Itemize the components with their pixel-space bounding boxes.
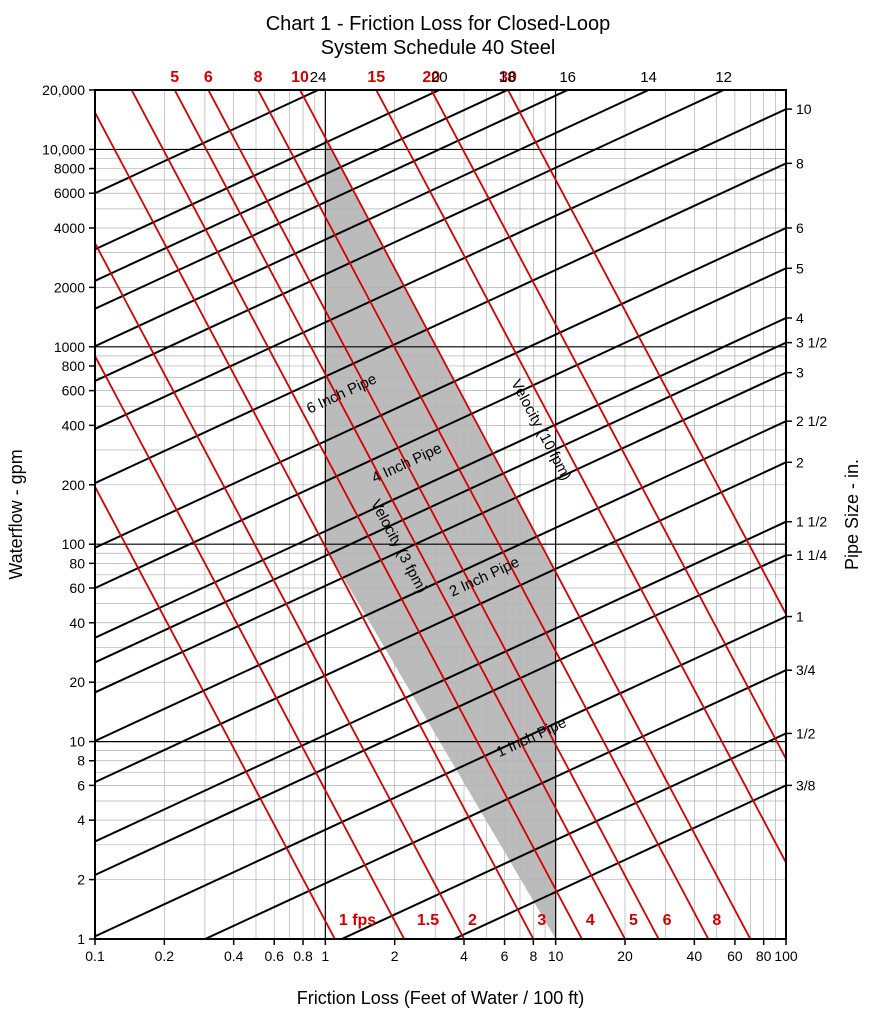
pipe-size-tick-label: 5 [796, 260, 804, 276]
x-tick-label: 8 [529, 948, 537, 964]
velocity-bottom-label: 5 [629, 912, 638, 929]
x-tick-label: 0.2 [155, 948, 175, 964]
x-tick-label: 40 [687, 948, 703, 964]
x-tick-label: 0.6 [264, 948, 284, 964]
y-tick-label: 6 [77, 777, 85, 793]
y-tick-label: 4 [77, 812, 85, 828]
y-tick-label: 2000 [54, 279, 85, 295]
y-tick-label: 2 [77, 872, 85, 888]
velocity-top-label: 10 [291, 69, 309, 86]
pipe-size-tick-label: 1 [796, 609, 804, 625]
velocity-bottom-label: 1 fps [339, 912, 376, 929]
velocity-bottom-label: 6 [663, 912, 672, 929]
pipe-size-tick-label: 4 [796, 310, 804, 326]
velocity-bottom-label: 1.5 [417, 912, 439, 929]
y-tick-label: 600 [62, 383, 86, 399]
pipe-top-label: 14 [640, 69, 657, 86]
x-tick-label: 0.4 [224, 948, 244, 964]
pipe-size-tick-label: 6 [796, 220, 804, 236]
y-tick-label: 100 [62, 536, 86, 552]
pipe-size-tick-label: 1 1/2 [796, 514, 827, 530]
velocity-bottom-label: 2 [468, 912, 477, 929]
x-tick-label: 2 [391, 948, 399, 964]
pipe-top-label: 16 [559, 69, 576, 86]
x-tick-label: 100 [774, 948, 798, 964]
pipe-size-tick-label: 3/8 [796, 777, 816, 793]
y2-axis-label: Pipe Size - in. [842, 459, 862, 570]
x-tick-label: 80 [756, 948, 772, 964]
pipe-size-tick-label: 2 [796, 454, 804, 470]
y-tick-label: 60 [69, 580, 85, 596]
pipe-top-label: 18 [499, 69, 516, 86]
pipe-size-tick-label: 1 1/4 [796, 547, 827, 563]
y-tick-label: 40 [69, 615, 85, 631]
pipe-top-label: 12 [715, 69, 732, 86]
pipe-size-tick-label: 2 1/2 [796, 413, 827, 429]
y-tick-label: 10,000 [42, 141, 85, 157]
y-tick-label: 200 [62, 477, 86, 493]
x-tick-label: 1 [321, 948, 329, 964]
y-tick-label: 8000 [54, 161, 85, 177]
velocity-top-label: 15 [367, 69, 385, 86]
pipe-size-tick-label: 3 1/2 [796, 335, 827, 351]
y-tick-label: 800 [62, 358, 86, 374]
velocity-bottom-label: 3 [537, 912, 546, 929]
chart-title-line1: Chart 1 - Friction Loss for Closed-Loop [266, 13, 611, 35]
chart-title-line2: System Schedule 40 Steel [321, 37, 556, 59]
x-tick-label: 20 [617, 948, 633, 964]
velocity-bottom-label: 8 [712, 912, 721, 929]
pipe-size-tick-label: 8 [796, 155, 804, 171]
pipe-top-label: 20 [431, 69, 448, 86]
pipe-top-label: 24 [310, 69, 327, 86]
y-tick-label: 20,000 [42, 82, 85, 98]
x-tick-label: 60 [727, 948, 743, 964]
y-axis-label: Waterflow - gpm [6, 449, 26, 579]
x-tick-label: 4 [460, 948, 468, 964]
y-tick-label: 1000 [54, 339, 85, 355]
y-tick-label: 6000 [54, 185, 85, 201]
pipe-size-tick-label: 3/4 [796, 662, 816, 678]
x-tick-label: 6 [501, 948, 509, 964]
y-tick-label: 400 [62, 417, 86, 433]
y-tick-label: 10 [69, 734, 85, 750]
velocity-bottom-label: 4 [586, 912, 595, 929]
y-tick-label: 4000 [54, 220, 85, 236]
pipe-size-tick-label: 10 [796, 101, 812, 117]
y-tick-label: 20 [69, 674, 85, 690]
friction-loss-chart: 1 Inch Pipe2 Inch Pipe4 Inch Pipe6 Inch … [0, 0, 876, 1024]
y-tick-label: 1 [77, 931, 85, 947]
pipe-size-tick-label: 3 [796, 365, 804, 381]
velocity-top-label: 6 [204, 69, 213, 86]
pipe-size-tick-label: 1/2 [796, 725, 816, 741]
x-tick-label: 0.8 [293, 948, 313, 964]
velocity-top-label: 8 [254, 69, 263, 86]
y-tick-label: 80 [69, 555, 85, 571]
x-axis-label: Friction Loss (Feet of Water / 100 ft) [297, 988, 584, 1008]
x-tick-label: 0.1 [85, 948, 105, 964]
y-tick-label: 8 [77, 753, 85, 769]
x-tick-label: 10 [548, 948, 564, 964]
velocity-top-label: 5 [170, 69, 179, 86]
